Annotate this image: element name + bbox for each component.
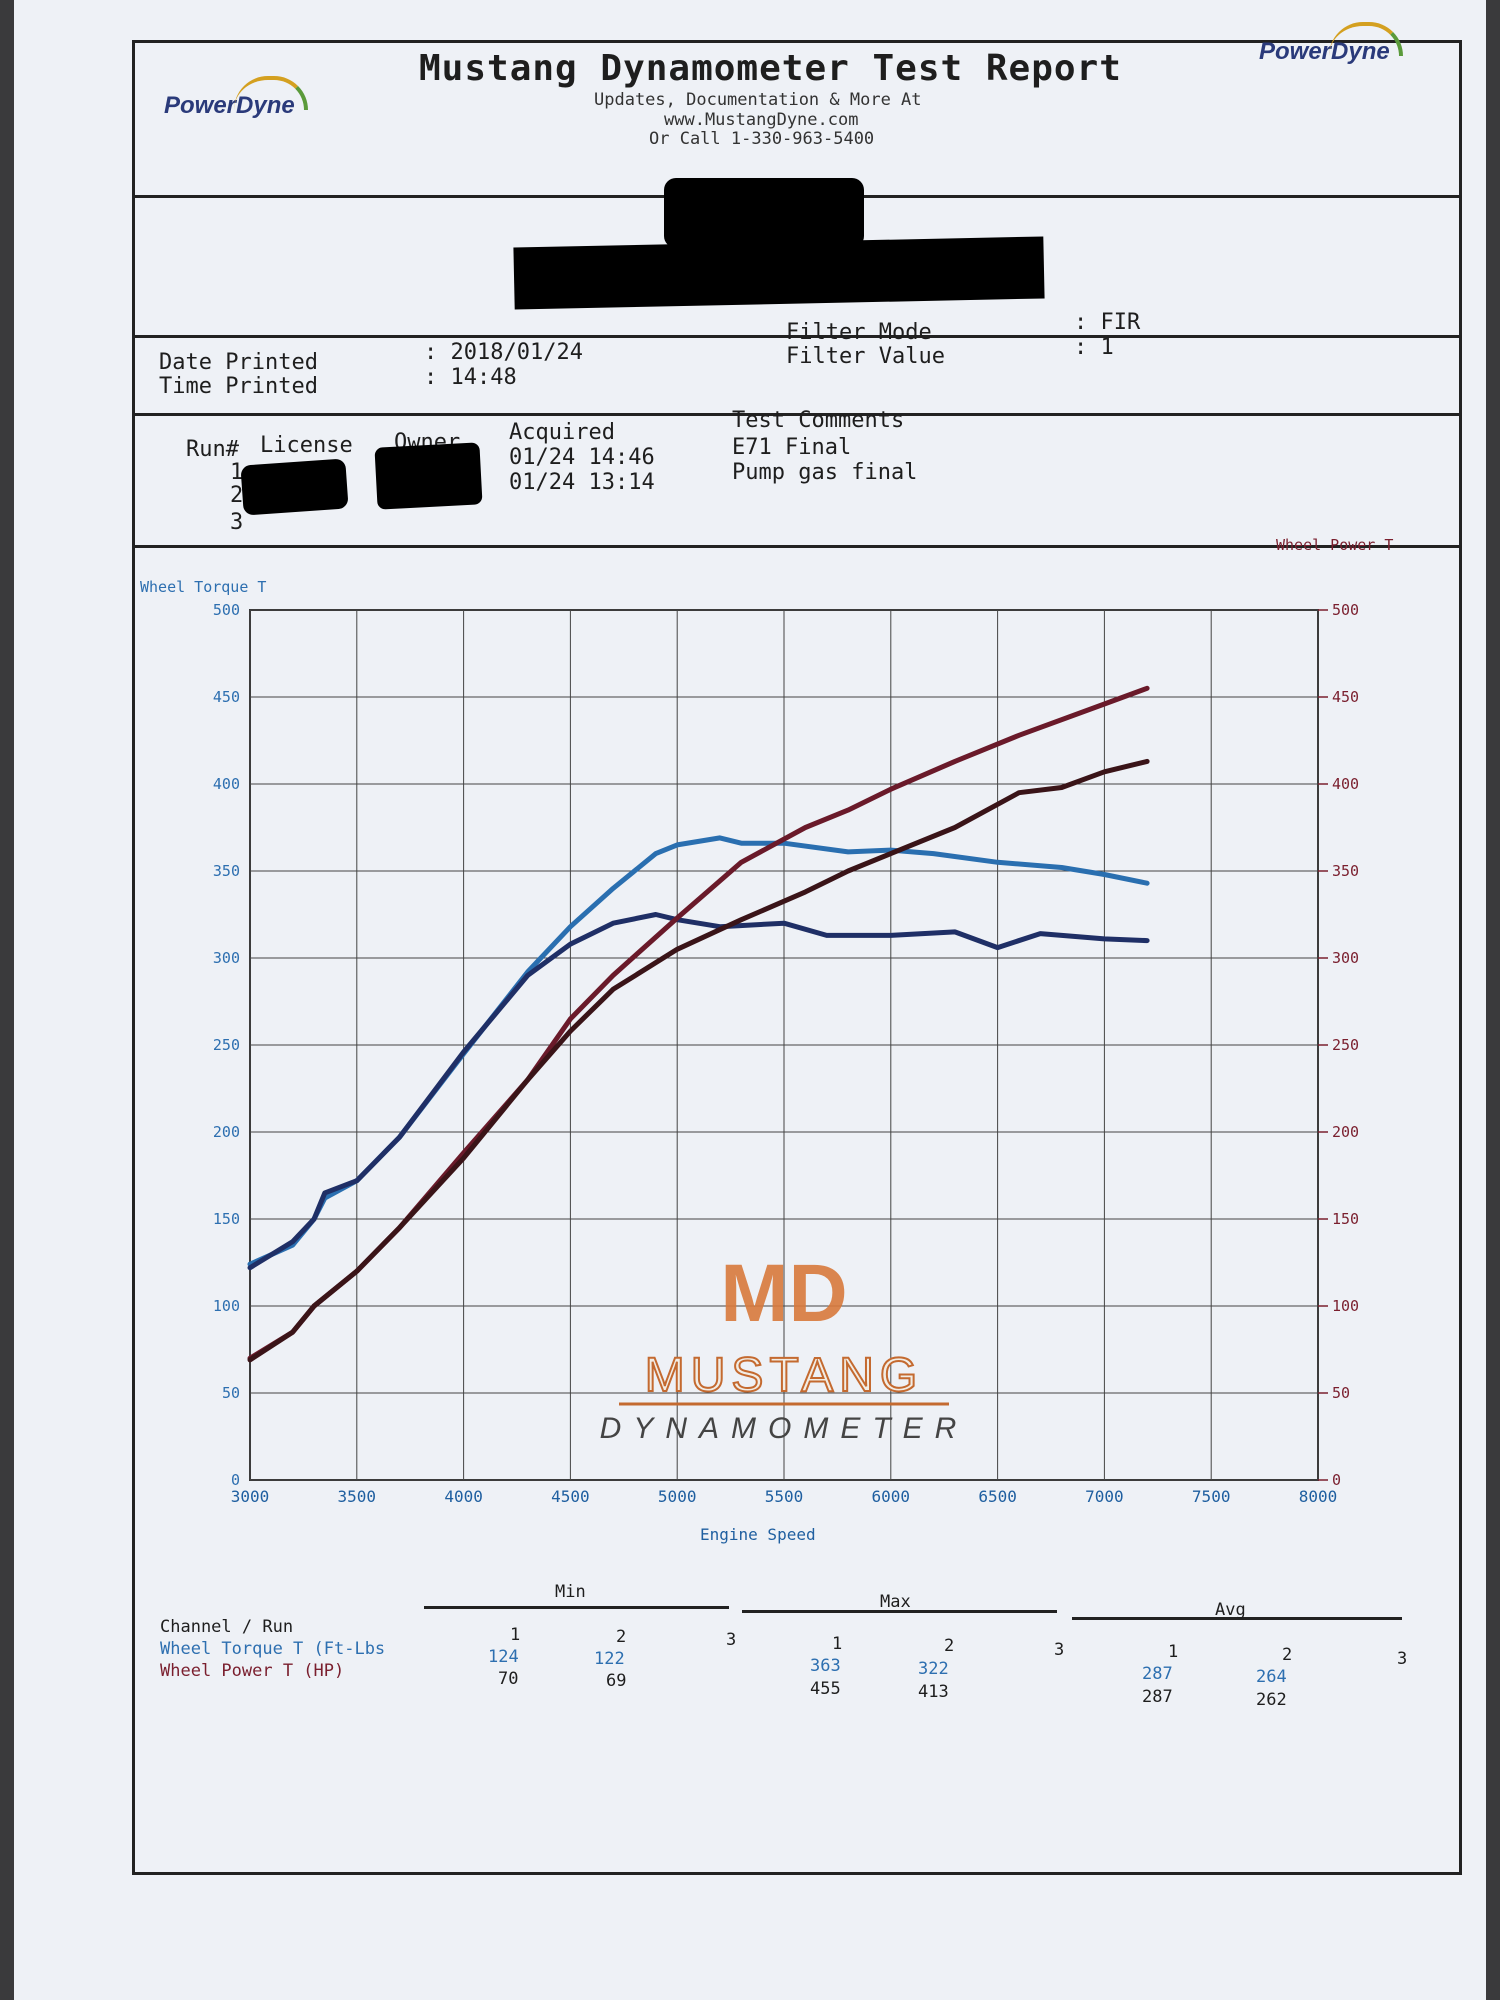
x-tick-label: 3000 — [231, 1487, 270, 1506]
x-tick-label: 3500 — [338, 1487, 377, 1506]
run-comment: Pump gas final — [732, 460, 918, 485]
x-tick-label: 7500 — [1192, 1487, 1231, 1506]
left-tick-label: 350 — [213, 862, 240, 880]
date-printed-value: : 2018/01/24 — [424, 340, 583, 365]
right-tick-label: 500 — [1332, 601, 1359, 619]
right-tick-label: 0 — [1332, 1471, 1341, 1489]
divider — [134, 545, 1462, 548]
left-tick-label: 0 — [231, 1471, 240, 1489]
chart-plot: 3000 3500 4000 4500 5000 5500 6000 6500 7000 7500… — [213, 601, 1359, 1506]
right-tick-label: 350 — [1332, 862, 1359, 880]
divider — [134, 413, 1462, 416]
x-tick-label: 7000 — [1085, 1487, 1124, 1506]
run-number: 2 — [230, 483, 244, 508]
comments-column-header: Test Comments — [732, 408, 905, 433]
run-number: 1 — [230, 460, 244, 485]
left-tick-label: 450 — [213, 688, 240, 706]
report-frame — [132, 40, 1462, 1875]
report-title: Mustang Dynamometer Test Report — [419, 48, 1122, 89]
x-tick-label: 5000 — [658, 1487, 697, 1506]
x-axis-label: Engine Speed — [700, 1525, 816, 1544]
right-tick-label: 150 — [1332, 1210, 1359, 1228]
x-tick-label: 8000 — [1299, 1487, 1338, 1506]
run-column-header: Run# — [186, 437, 239, 462]
md-watermark-mark: MD — [720, 1248, 848, 1339]
run-acquired: 01/24 14:46 — [509, 445, 655, 470]
filter-mode-label: Filter Mode — [786, 320, 932, 345]
left-tick-label: 400 — [213, 775, 240, 793]
x-tick-label: 6500 — [978, 1487, 1017, 1506]
header-line-2: www.MustangDyne.com — [664, 110, 859, 130]
date-printed-label: Date Printed — [159, 350, 318, 375]
run-comment: E71 Final — [732, 435, 852, 460]
right-axis-label: Wheel Power T — [1276, 536, 1393, 554]
right-tick-label: 250 — [1332, 1036, 1359, 1054]
right-tick-label: 400 — [1332, 775, 1359, 793]
divider — [134, 335, 1462, 338]
right-tick-label: 300 — [1332, 949, 1359, 967]
redacted-name — [664, 178, 864, 248]
time-printed-label: Time Printed — [159, 374, 318, 399]
run-acquired: 01/24 13:14 — [509, 470, 655, 495]
header-line-3: Or Call 1-330-963-5400 — [649, 129, 875, 149]
run-number: 3 — [230, 510, 244, 535]
left-tick-label: 200 — [213, 1123, 240, 1141]
watermark-mustang: MUSTANG — [645, 1349, 923, 1402]
left-axis-label: Wheel Torque T — [140, 578, 266, 596]
x-tick-label: 6000 — [872, 1487, 911, 1506]
filter-mode-value: : FIR — [1074, 310, 1141, 335]
x-tick-label: 4500 — [551, 1487, 590, 1506]
left-tick-label: 100 — [213, 1297, 240, 1315]
right-tick-label: 100 — [1332, 1297, 1359, 1315]
x-tick-label: 5500 — [765, 1487, 804, 1506]
license-column-header: License — [260, 433, 353, 458]
time-printed-value: : 14:48 — [424, 365, 517, 390]
acquired-column-header: Acquired — [509, 420, 615, 445]
left-tick-label: 500 — [213, 601, 240, 619]
x-tick-label: 4000 — [444, 1487, 483, 1506]
series-line-2 — [247, 912, 1150, 1271]
header-line-1: Updates, Documentation & More At — [594, 90, 922, 110]
filter-value-label: Filter Value — [786, 344, 945, 369]
left-tick-label: 250 — [213, 1036, 240, 1054]
watermark-dynamometer: DYNAMOMETER — [600, 1412, 969, 1445]
left-tick-label: 50 — [222, 1384, 240, 1402]
left-tick-label: 300 — [213, 949, 240, 967]
filter-value-value: : 1 — [1074, 335, 1114, 360]
right-tick-label: 450 — [1332, 688, 1359, 706]
right-tick-label: 200 — [1332, 1123, 1359, 1141]
right-tick-label: 50 — [1332, 1384, 1350, 1402]
left-tick-label: 150 — [213, 1210, 240, 1228]
series-line-4 — [247, 758, 1150, 1363]
